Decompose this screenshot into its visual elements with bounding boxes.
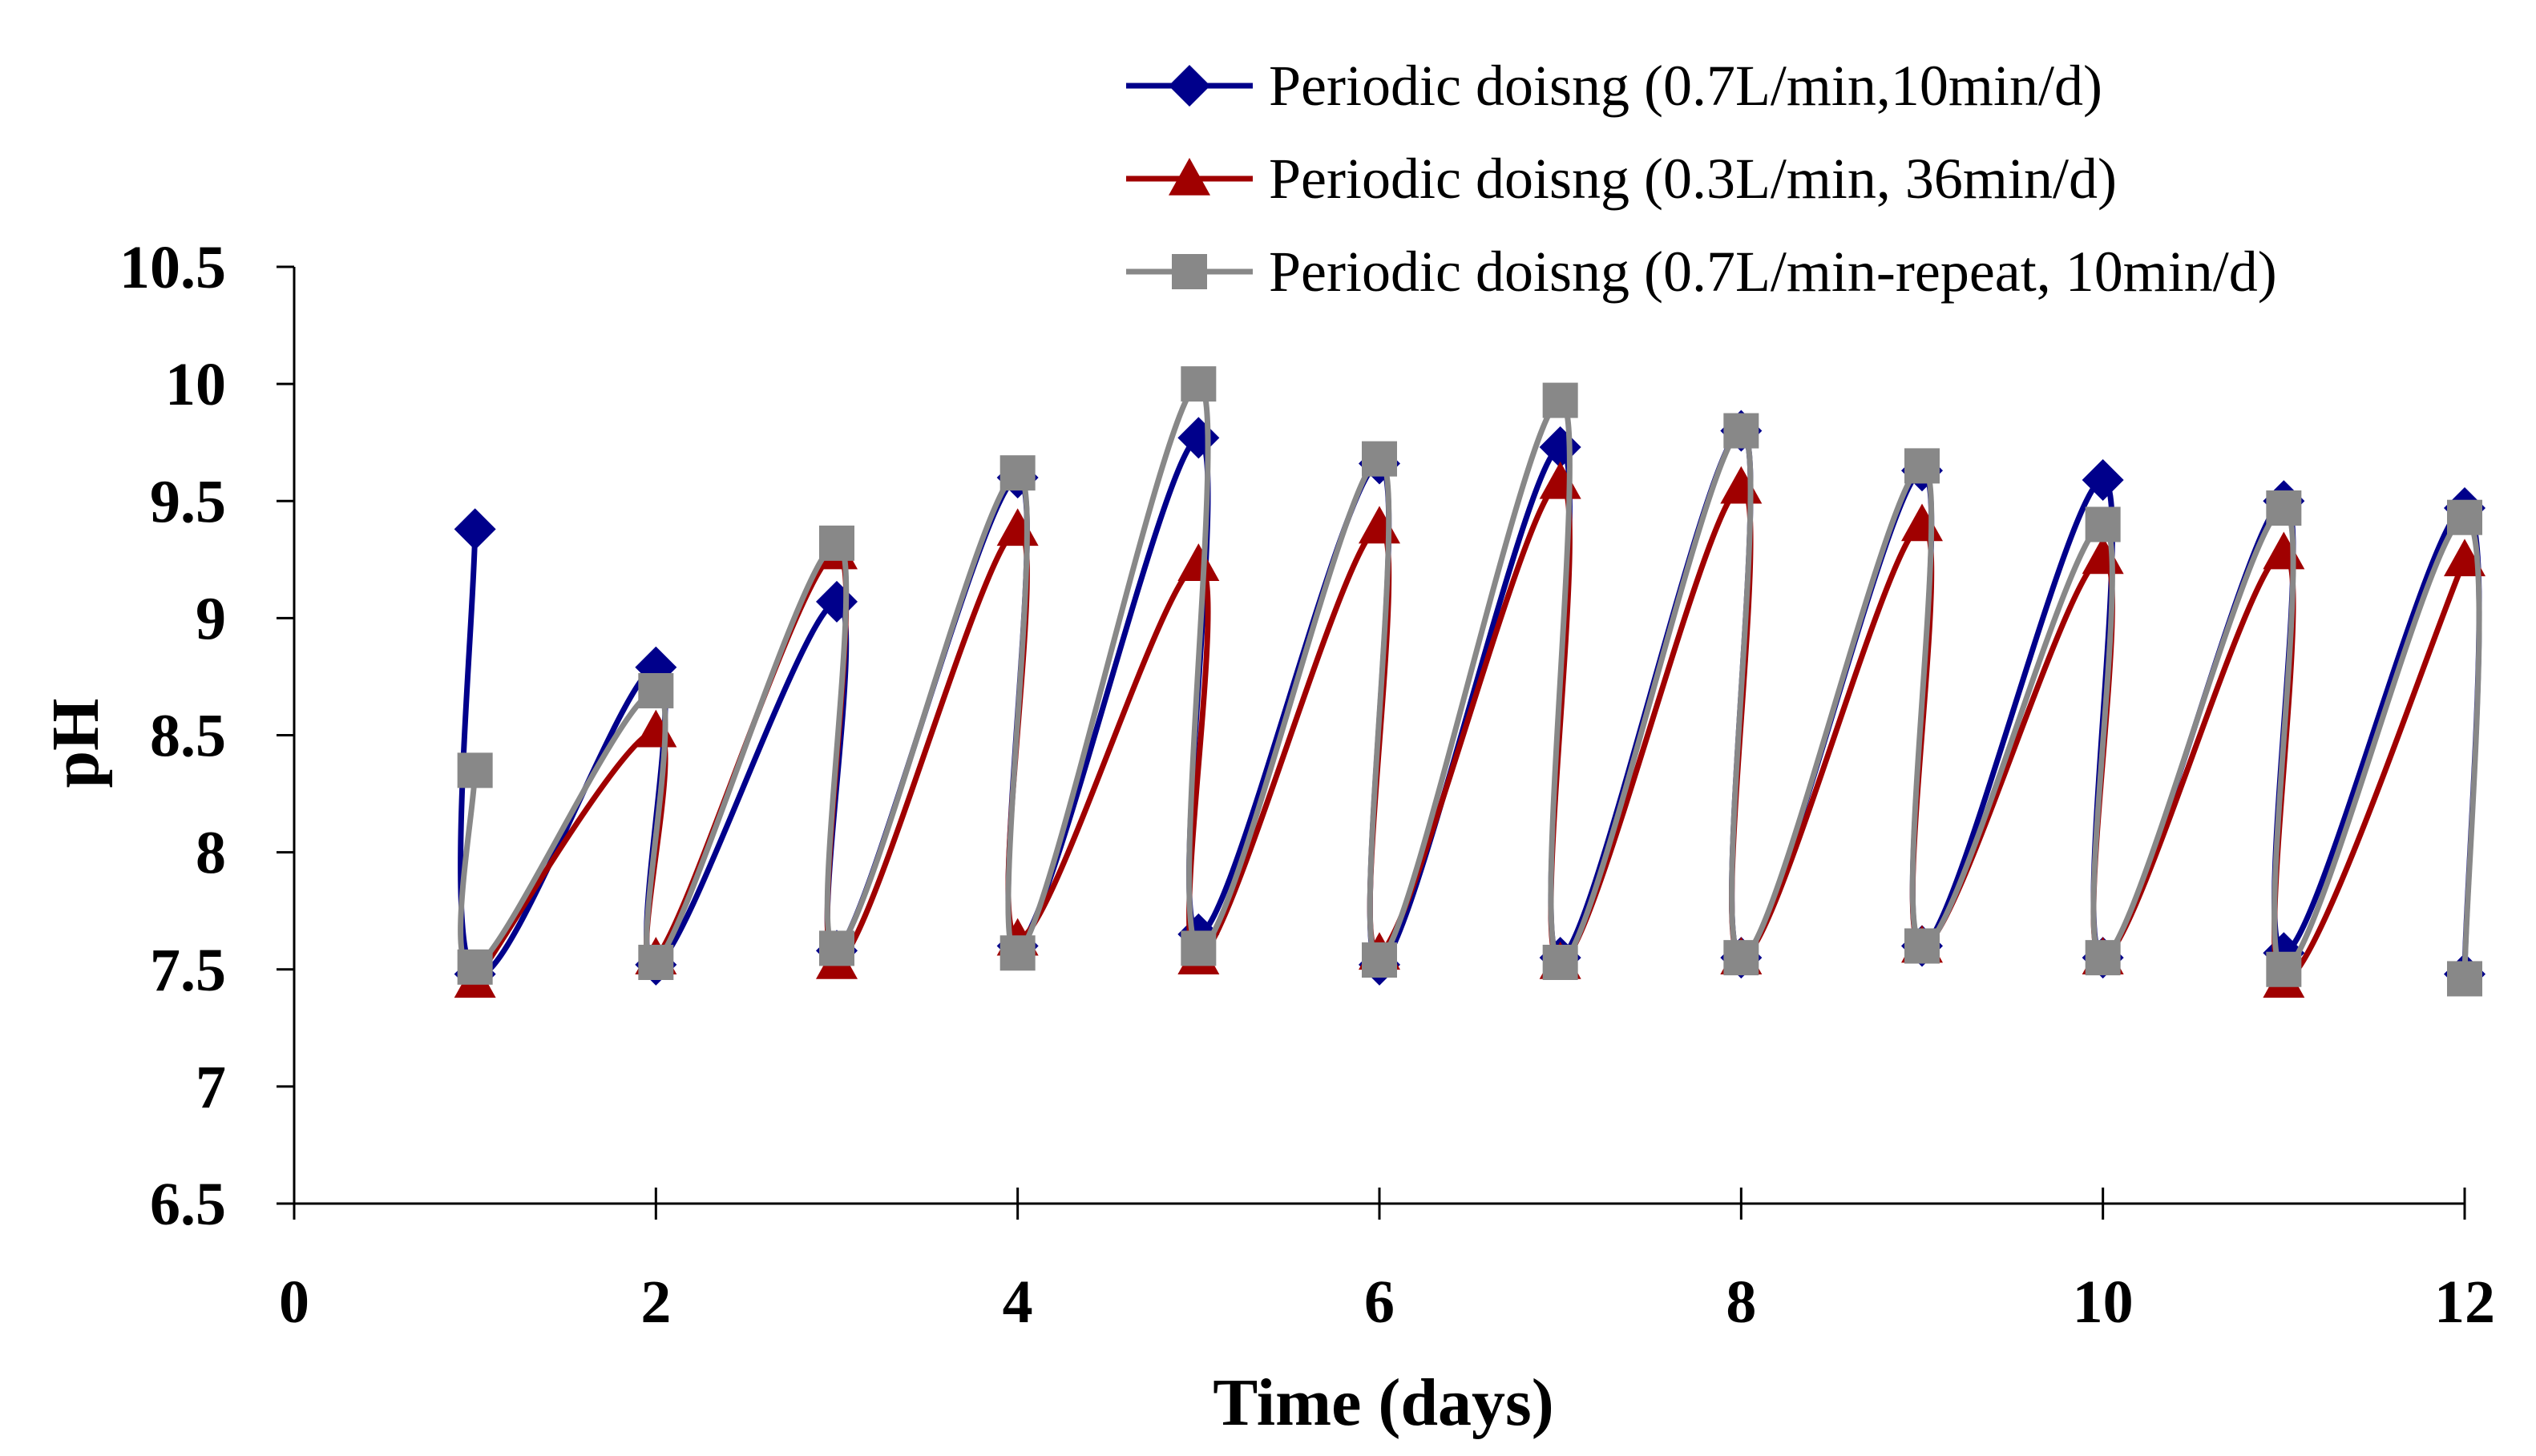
data-point bbox=[1542, 944, 1578, 980]
data-point bbox=[457, 752, 493, 788]
data-point bbox=[1362, 942, 1397, 978]
data-point bbox=[1723, 413, 1759, 449]
series-3 bbox=[457, 366, 2482, 997]
data-point bbox=[999, 935, 1036, 971]
y-tick-label: 9 bbox=[196, 585, 226, 652]
data-point bbox=[2263, 531, 2305, 570]
legend-entry-2: Periodic doisng (0.3L/min, 36min/d) bbox=[1126, 147, 2117, 211]
data-point bbox=[638, 944, 674, 980]
data-point bbox=[1720, 466, 1763, 504]
x-tick-label: 0 bbox=[279, 1268, 309, 1336]
data-point bbox=[1359, 506, 1400, 544]
data-point bbox=[1181, 930, 1217, 966]
y-tick-label: 8 bbox=[196, 820, 226, 887]
data-point bbox=[2085, 506, 2121, 542]
y-tick-label: 10 bbox=[165, 351, 226, 418]
data-point bbox=[1181, 366, 1217, 402]
y-tick-label: 6.5 bbox=[150, 1171, 226, 1238]
axes: 6.5 7 7.5 8 8.5 9 9.5 10 10.5 0 2 4 6 8 10 12 bbox=[119, 234, 2495, 1336]
y-tick-label: 7.5 bbox=[150, 937, 226, 1004]
x-tick-label: 4 bbox=[1003, 1268, 1033, 1336]
data-point bbox=[2082, 458, 2124, 501]
legend-marker bbox=[1169, 65, 1210, 107]
legend-label: Periodic doisng (0.7L/min,10min/d) bbox=[1269, 54, 2102, 118]
x-tick-label: 8 bbox=[1726, 1268, 1756, 1336]
data-point bbox=[1362, 441, 1397, 477]
data-point bbox=[1904, 448, 1940, 484]
data-point bbox=[2266, 951, 2302, 987]
y-axis-title: pH bbox=[38, 698, 113, 788]
data-point bbox=[454, 508, 496, 551]
y-tick-label: 8.5 bbox=[150, 703, 226, 770]
legend: Periodic doisng (0.7L/min,10min/d) Period… bbox=[1126, 54, 2277, 304]
data-point bbox=[2266, 490, 2302, 526]
legend-label: Periodic doisng (0.3L/min, 36min/d) bbox=[1269, 147, 2117, 211]
data-point bbox=[819, 525, 854, 561]
x-axis-title: Time (days) bbox=[1213, 1365, 1553, 1440]
data-point bbox=[1542, 382, 1578, 418]
data-point bbox=[996, 508, 1039, 547]
x-tick-label: 6 bbox=[1364, 1268, 1395, 1336]
x-tick-label: 10 bbox=[2073, 1268, 2134, 1336]
x-tick-label: 2 bbox=[640, 1268, 671, 1336]
y-tick-label: 10.5 bbox=[119, 234, 226, 301]
data-point bbox=[638, 672, 674, 708]
legend-marker bbox=[1172, 254, 1207, 289]
data-point bbox=[999, 455, 1036, 491]
data-point bbox=[2447, 961, 2482, 997]
series-line bbox=[458, 381, 2482, 979]
data-point bbox=[457, 949, 493, 985]
data-point bbox=[2447, 499, 2482, 535]
series-layer bbox=[454, 366, 2486, 998]
data-point bbox=[1177, 543, 1220, 581]
data-point bbox=[2085, 940, 2121, 976]
series-2 bbox=[454, 461, 2486, 998]
data-point bbox=[1901, 503, 1943, 542]
legend-entry-1: Periodic doisng (0.7L/min,10min/d) bbox=[1126, 54, 2102, 118]
legend-marker bbox=[1169, 158, 1210, 196]
data-point bbox=[1723, 940, 1759, 976]
y-tick-label: 7 bbox=[196, 1054, 226, 1121]
data-point bbox=[1904, 928, 1940, 964]
series-line bbox=[472, 479, 2468, 984]
data-point bbox=[819, 930, 854, 966]
y-tick-label: 9.5 bbox=[150, 468, 226, 535]
x-tick-label: 12 bbox=[2434, 1268, 2495, 1336]
data-point bbox=[635, 709, 677, 748]
legend-entry-3: Periodic doisng (0.7L/min-repeat, 10min/… bbox=[1126, 240, 2277, 304]
legend-label: Periodic doisng (0.7L/min-repeat, 10min/… bbox=[1269, 240, 2277, 304]
